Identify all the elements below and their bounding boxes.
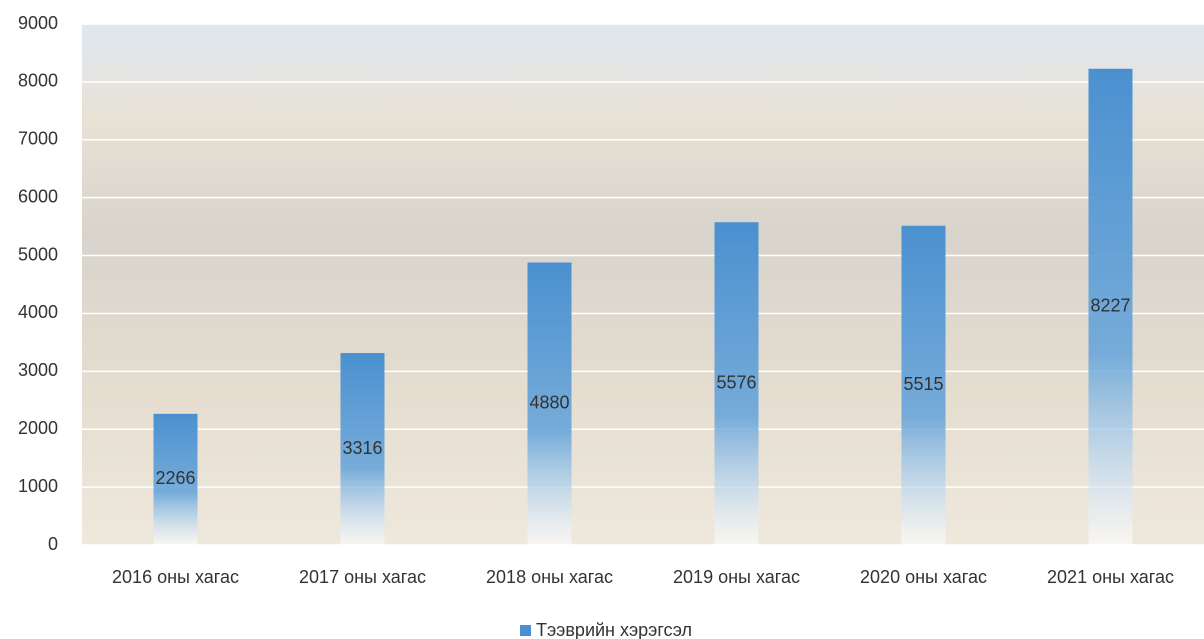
data-label: 8227 — [1090, 296, 1130, 316]
data-label: 5515 — [903, 374, 943, 394]
data-label: 5576 — [716, 372, 756, 392]
y-tick-label: 9000 — [18, 13, 58, 33]
data-label: 4880 — [529, 393, 569, 413]
legend-label: Тээврийн хэрэгсэл — [536, 620, 692, 639]
x-tick-label: 2017 оны хагас — [299, 567, 426, 587]
data-label: 3316 — [342, 438, 382, 458]
y-tick-label: 7000 — [18, 129, 58, 149]
x-tick-label: 2018 оны хагас — [486, 567, 613, 587]
y-tick-label: 5000 — [18, 244, 58, 264]
x-tick-label: 2016 оны хагас — [112, 567, 239, 587]
y-tick-label: 3000 — [18, 360, 58, 380]
y-tick-label: 6000 — [18, 186, 58, 206]
legend-swatch — [520, 625, 531, 636]
y-tick-label: 1000 — [18, 476, 58, 496]
x-tick-label: 2021 оны хагас — [1047, 567, 1174, 587]
x-tick-label: 2020 оны хагас — [860, 567, 987, 587]
chart: 0 1000 2000 3000 4000 5000 6000 7000 8000 9000 201… — [0, 0, 1204, 639]
y-tick-label: 2000 — [18, 418, 58, 438]
data-label: 2266 — [155, 468, 195, 488]
page: 0 1000 2000 3000 4000 5000 6000 7000 8000 9000 201… — [0, 0, 1204, 639]
y-tick-label: 4000 — [18, 302, 58, 322]
y-tick-label: 0 — [48, 534, 58, 554]
background-photo — [82, 24, 1204, 545]
x-tick-label: 2019 оны хагас — [673, 567, 800, 587]
y-tick-label: 8000 — [18, 71, 58, 91]
